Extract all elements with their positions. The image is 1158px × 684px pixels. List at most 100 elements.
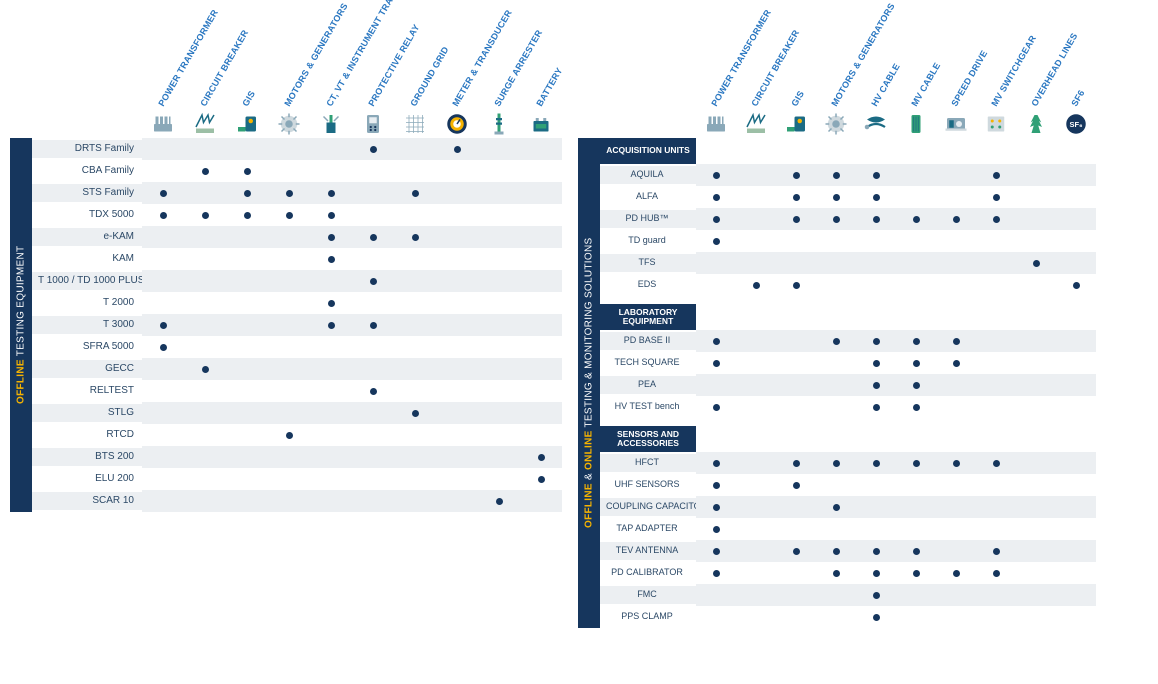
dot-icon: [833, 194, 840, 201]
table-row: SFRA 5000: [32, 336, 562, 358]
matrix-cell: [856, 164, 896, 186]
matrix-cell: [1056, 208, 1096, 230]
dot-icon: [913, 216, 920, 223]
matrix-cell: [736, 230, 776, 252]
matrix-cell: [896, 164, 936, 186]
dot-icon: [993, 460, 1000, 467]
matrix-cell: [936, 252, 976, 274]
matrix-cell: [1016, 252, 1056, 274]
matrix-cell: [696, 562, 736, 584]
matrix-cell: [394, 182, 436, 204]
matrix-cell: [478, 314, 520, 336]
matrix-cell: [936, 330, 976, 352]
matrix-cell: [896, 274, 936, 296]
matrix-cell: [352, 270, 394, 292]
matrix-cell: [184, 380, 226, 402]
matrix-cell: [478, 336, 520, 358]
motor-icon: [268, 110, 310, 138]
matrix-cell: [268, 160, 310, 182]
matrix-cell: [936, 606, 976, 628]
dot-icon: [873, 216, 880, 223]
matrix-cell: [520, 226, 562, 248]
matrix-cell: [736, 274, 776, 296]
matrix-cell: [1016, 452, 1056, 474]
matrix-cell: [142, 380, 184, 402]
matrix-cell: [394, 314, 436, 336]
matrix-cell: [268, 380, 310, 402]
column-header: SF6: [1056, 10, 1096, 110]
matrix-cell: [696, 352, 736, 374]
dot-icon: [202, 366, 209, 373]
matrix-cell: [352, 468, 394, 490]
row-label: TDX 5000: [32, 206, 142, 225]
matrix-cell: [1016, 396, 1056, 418]
matrix-cell: [436, 182, 478, 204]
matrix-cell: [520, 270, 562, 292]
table-row: T 2000: [32, 292, 562, 314]
matrix-cell: [226, 226, 268, 248]
matrix-cell: [226, 468, 268, 490]
matrix-cell: [478, 248, 520, 270]
matrix-cell: [976, 496, 1016, 518]
gis-icon: [776, 110, 816, 138]
matrix-cell: [352, 138, 394, 160]
matrix-cell: [816, 330, 856, 352]
matrix-cell: [226, 446, 268, 468]
row-label: ELU 200: [32, 470, 142, 489]
matrix-cell: [436, 336, 478, 358]
matrix-cell: [436, 446, 478, 468]
matrix-cell: [1016, 584, 1056, 606]
row-label: T 3000: [32, 316, 142, 335]
matrix-cell: [776, 186, 816, 208]
table-row: TFS: [600, 252, 1096, 274]
matrix-cell: [352, 446, 394, 468]
matrix-cell: [310, 138, 352, 160]
matrix-cell: [184, 160, 226, 182]
row-label: PD BASE II: [600, 332, 696, 349]
column-header: CIRCUIT BREAKER: [184, 10, 226, 110]
matrix-cell: [896, 584, 936, 606]
matrix-cell: [394, 292, 436, 314]
right-matrix: POWER TRANSFORMERCIRCUIT BREAKERGISMOTOR…: [600, 10, 1096, 138]
matrix-cell: [696, 186, 736, 208]
dot-icon: [1033, 260, 1040, 267]
dot-icon: [160, 212, 167, 219]
matrix-cell: [896, 208, 936, 230]
overhead-icon: [1016, 110, 1056, 138]
matrix-cell: [936, 496, 976, 518]
matrix-cell: [696, 474, 736, 496]
matrix-cell: [478, 292, 520, 314]
matrix-cell: [816, 230, 856, 252]
dot-icon: [873, 460, 880, 467]
dot-icon: [913, 460, 920, 467]
matrix-cell: [184, 336, 226, 358]
matrix-cell: [736, 374, 776, 396]
matrix-cell: [394, 402, 436, 424]
matrix-cell: [896, 352, 936, 374]
matrix-cell: [520, 358, 562, 380]
matrix-cell: [268, 402, 310, 424]
matrix-cell: [1056, 186, 1096, 208]
table-row: RTCD: [32, 424, 562, 446]
column-header: OVERHEAD LINES: [1016, 10, 1056, 110]
matrix-cell: [936, 352, 976, 374]
row-label: PPS CLAMP: [600, 608, 696, 625]
matrix-cell: [268, 292, 310, 314]
matrix-cell: [352, 160, 394, 182]
matrix-cell: [736, 518, 776, 540]
matrix-cell: [226, 402, 268, 424]
matrix-cell: [268, 424, 310, 446]
matrix-cell: [226, 182, 268, 204]
matrix-cell: [310, 314, 352, 336]
matrix-cell: [184, 270, 226, 292]
matrix-cell: [856, 352, 896, 374]
matrix-cell: [896, 518, 936, 540]
row-label: PD HUB™: [600, 210, 696, 227]
matrix-cell: [816, 396, 856, 418]
matrix-cell: [896, 330, 936, 352]
dot-icon: [713, 548, 720, 555]
matrix-cell: [1056, 164, 1096, 186]
matrix-cell: [736, 584, 776, 606]
dot-icon: [328, 234, 335, 241]
table-row: PD HUB™: [600, 208, 1096, 230]
